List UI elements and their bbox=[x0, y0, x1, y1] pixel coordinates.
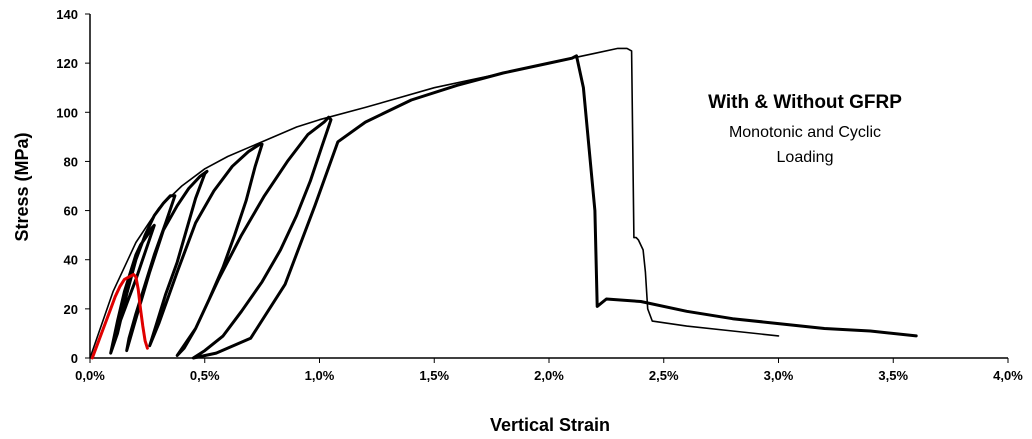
series-group bbox=[89, 47, 918, 360]
x-tick-label: 0,5% bbox=[190, 368, 220, 383]
y-tick-label: 100 bbox=[56, 105, 78, 120]
x-axis-title: Vertical Strain bbox=[490, 415, 610, 435]
y-axis-title: Stress (MPa) bbox=[12, 132, 32, 241]
x-axis-ticks: 0,0% 0,5% 1,0% 1,5% 2,0% 2,5% 3,0% 3,5% 4,0% bbox=[75, 358, 1023, 383]
x-tick-label: 4,0% bbox=[993, 368, 1023, 383]
y-tick-label: 120 bbox=[56, 56, 78, 71]
x-tick-label: 0,0% bbox=[75, 368, 105, 383]
y-tick-label: 0 bbox=[71, 351, 78, 366]
annotation-line-2: Loading bbox=[777, 149, 834, 166]
x-tick-label: 1,0% bbox=[305, 368, 335, 383]
series-line-3 bbox=[90, 273, 149, 360]
x-tick-label: 1,5% bbox=[419, 368, 449, 383]
x-tick-label: 2,0% bbox=[534, 368, 564, 383]
y-tick-label: 40 bbox=[64, 253, 78, 268]
axes bbox=[89, 14, 1008, 359]
x-tick-label: 3,0% bbox=[764, 368, 794, 383]
y-tick-label: 60 bbox=[64, 204, 78, 219]
y-tick-label: 140 bbox=[56, 7, 78, 22]
x-tick-label: 3,5% bbox=[878, 368, 908, 383]
y-tick-label: 80 bbox=[64, 154, 78, 169]
x-tick-label: 2,5% bbox=[649, 368, 679, 383]
annotation-title: With & Without GFRP bbox=[708, 92, 902, 113]
annotation-line-1: Monotonic and Cyclic bbox=[729, 124, 881, 141]
y-axis-ticks: 0 20 40 60 80 100 120 140 bbox=[56, 7, 90, 366]
y-tick-label: 20 bbox=[64, 302, 78, 317]
